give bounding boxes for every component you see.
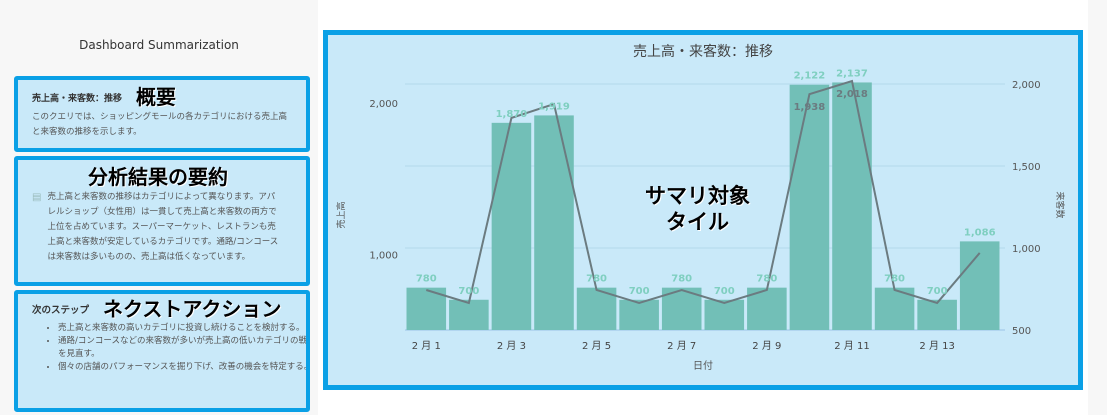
bar-data-label: 700 bbox=[714, 286, 735, 297]
y2-axis-label: 来客数 bbox=[1054, 191, 1066, 218]
bar-data-label: 780 bbox=[671, 274, 692, 285]
x-tick-label: 2 月 5 bbox=[582, 340, 611, 352]
bar-sales bbox=[491, 122, 532, 330]
bar-data-label: 1,086 bbox=[964, 227, 996, 238]
chart-title: 売上高・来客数：推移 bbox=[633, 43, 773, 60]
summary-panel: Dashboard Summarization 売上高・来客数：推移 概要 この… bbox=[0, 0, 318, 415]
bar-sales bbox=[789, 84, 830, 330]
bar-data-label: 1,919 bbox=[538, 101, 570, 112]
overview-label: 概要 bbox=[136, 85, 177, 109]
bar-data-label: 2,137 bbox=[836, 68, 868, 79]
ai-note-icon: ▤ bbox=[32, 192, 42, 203]
x-tick-label: 2 月 3 bbox=[497, 340, 526, 352]
bar-sales bbox=[704, 299, 745, 330]
overview-box: 売上高・来客数：推移 概要 このクエリでは、ショッピングモールの各カテゴリにおけ… bbox=[14, 76, 310, 152]
analysis-label: 分析結果の要約 bbox=[88, 165, 228, 189]
y2-tick-label: 1,000 bbox=[1012, 244, 1041, 255]
bar-sales bbox=[534, 115, 574, 330]
bar-data-label: 700 bbox=[927, 286, 948, 297]
x-tick-label: 2 月 7 bbox=[667, 340, 696, 352]
bar-data-label: 780 bbox=[884, 274, 905, 285]
y2-tick-label: 1,500 bbox=[1012, 162, 1041, 173]
bar-data-label: 780 bbox=[416, 274, 437, 285]
bar-data-label: 1,870 bbox=[496, 109, 528, 120]
overview-text: このクエリでは、ショッピングモールの各カテゴリにおける売上高と来客数の推移を示し… bbox=[32, 112, 288, 137]
next-item: 売上高と来客数の高いカテゴリに投資し続けることを検討する。 bbox=[58, 322, 306, 335]
x-tick-label: 2 月 9 bbox=[752, 340, 781, 352]
bar-sales bbox=[832, 82, 872, 330]
analysis-box: 分析結果の要約 ▤ 売上高と来客数の推移はカテゴリによって異なります。アパレルシ… bbox=[14, 156, 310, 286]
y2-tick-label: 500 bbox=[1012, 326, 1031, 337]
x-tick-label: 2 月 1 bbox=[412, 340, 441, 352]
bar-sales bbox=[449, 299, 489, 330]
next-item: 個々の店舗のパフォーマンスを掘り下げ、改善の機会を特定する。 bbox=[58, 361, 306, 374]
y-tick-label: 1,000 bbox=[369, 250, 398, 261]
next-label: ネクストアクション bbox=[103, 297, 282, 321]
bar-data-label: 780 bbox=[586, 274, 607, 285]
bar-sales bbox=[619, 299, 659, 330]
y-tick-label: 2,000 bbox=[369, 99, 398, 110]
bar-sales bbox=[917, 299, 957, 330]
line-data-label: 1,938 bbox=[794, 102, 826, 113]
x-tick-label: 2 月 11 bbox=[834, 340, 869, 352]
bar-sales bbox=[959, 241, 1000, 330]
next-item: 通路/コンコースなどの来客数が多いが売上高の低いカテゴリの戦略を見直す。 bbox=[58, 335, 306, 361]
scrollbar[interactable] bbox=[1088, 0, 1107, 415]
bar-data-label: 700 bbox=[458, 286, 479, 297]
analysis-text: 売上高と来客数の推移はカテゴリによって異なります。アパレルショップ（女性用）は一… bbox=[47, 192, 279, 262]
bar-data-label: 780 bbox=[756, 274, 777, 285]
overview-heading: 売上高・来客数：推移 bbox=[32, 93, 123, 104]
line-data-label: 2,018 bbox=[836, 89, 868, 100]
x-tick-label: 2 月 13 bbox=[919, 340, 954, 352]
bar-data-label: 700 bbox=[629, 286, 650, 297]
x-axis-label: 日付 bbox=[693, 359, 713, 372]
y-axis-label: 売上高 bbox=[335, 201, 347, 228]
dashboard-title: Dashboard Summarization bbox=[79, 38, 239, 52]
y2-tick-label: 2,000 bbox=[1012, 80, 1041, 91]
next-actions-box: 次のステップ ネクストアクション 売上高と来客数の高いカテゴリに投資し続けること… bbox=[14, 290, 310, 412]
bar-data-label: 2,122 bbox=[794, 71, 826, 82]
tile-label: サマリ対象 タイル bbox=[645, 184, 750, 234]
next-heading: 次のステップ bbox=[32, 305, 90, 316]
line-visitors bbox=[425, 79, 981, 305]
